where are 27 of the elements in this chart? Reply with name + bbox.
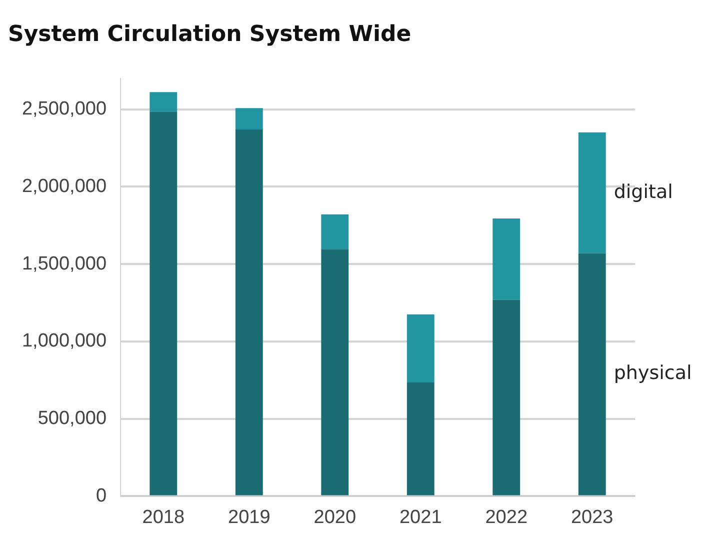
bar	[578, 253, 606, 496]
x-tick-label: 2023	[570, 506, 614, 528]
series-label: physical	[614, 362, 692, 384]
y-tick-label: 500,000	[38, 408, 107, 430]
x-tick-label: 2022	[485, 506, 528, 528]
bar	[578, 132, 606, 254]
y-tick-label: 1,000,000	[22, 330, 107, 352]
bar	[321, 214, 349, 250]
y-tick-label: 1,500,000	[22, 253, 107, 274]
bar	[492, 218, 520, 300]
x-tick-label: 2021	[399, 506, 442, 528]
bar	[150, 112, 178, 496]
y-tick-label: 2,500,000	[22, 98, 107, 120]
bar	[150, 92, 178, 112]
bar	[235, 108, 263, 130]
y-tick-label: 0	[96, 485, 107, 506]
bar	[492, 300, 520, 496]
bar	[321, 249, 349, 496]
bar	[406, 382, 434, 496]
y-tick-label: 2,000,000	[22, 176, 107, 197]
chart-title: System Circulation System Wide	[8, 22, 412, 47]
bar	[406, 314, 434, 382]
bar	[235, 129, 263, 496]
x-tick-label: 2018	[142, 506, 185, 528]
x-tick-label: 2020	[314, 506, 356, 528]
x-tick-label: 2019	[228, 506, 270, 528]
series-label: digital	[614, 180, 673, 203]
